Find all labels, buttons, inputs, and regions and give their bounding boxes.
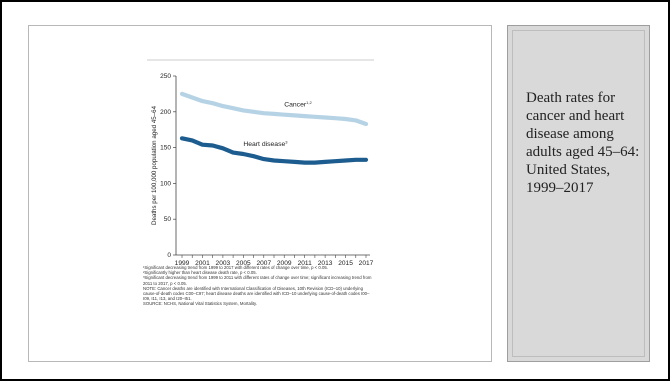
caption-box: Death rates for cancer and heart disease…: [512, 30, 645, 357]
series-label-superscript: 1,2: [306, 100, 312, 105]
x-tick-label: 2007: [256, 260, 271, 267]
footnote-source: SOURCE: NCHS, National Vital Statistics …: [143, 301, 257, 307]
y-axis-label: Deaths per 100,000 population aged 45–64: [151, 105, 158, 225]
x-tick-label: 2003: [216, 260, 231, 267]
y-tick-label: 150: [160, 145, 171, 152]
x-tick-label: 2001: [195, 260, 210, 267]
x-tick-label: 2015: [338, 260, 353, 267]
footnote-1: ¹Significant decreasing trend from 1999 …: [143, 265, 328, 270]
footnote-2: ²Significantly higher than heart disease…: [143, 270, 257, 276]
chart-panel: 0 50 100 150 200 250 Deaths per 100,000 popula…: [28, 25, 492, 362]
series-label-cancer: Cancer1,2: [284, 100, 312, 109]
series-label-superscript: 3: [285, 140, 288, 145]
x-tick-label: 2005: [236, 260, 251, 267]
y-tick-label: 0: [167, 252, 171, 259]
series-label-heart-disease: Heart disease3: [243, 140, 288, 149]
series-line-cancer: [179, 91, 369, 127]
line-chart: 0 50 100 150 200 250 Deaths per 100,000 popula…: [147, 59, 374, 267]
x-tick-label: 2009: [277, 260, 292, 267]
caption-panel: Death rates for cancer and heart disease…: [507, 25, 650, 362]
series-line-heart-disease: [179, 136, 369, 165]
chart-footnotes: ¹Significant decreasing trend from 1999 …: [143, 265, 373, 307]
y-tick-label: 100: [160, 180, 171, 187]
y-tick-label: 200: [160, 109, 171, 116]
footnote-note: NOTE: Cancer deaths are identified with …: [143, 285, 370, 302]
x-tick-label: 2017: [359, 260, 374, 267]
x-tick-label: 1999: [175, 260, 190, 267]
x-tick-label: 2013: [318, 260, 333, 267]
chart-caption: Death rates for cancer and heart disease…: [526, 90, 640, 196]
x-tick-label: 2011: [298, 260, 313, 267]
y-tick-label: 50: [164, 216, 172, 223]
footnote-3: ³Significant decreasing trend from 1999 …: [143, 275, 372, 286]
y-tick-label: 250: [160, 73, 171, 80]
